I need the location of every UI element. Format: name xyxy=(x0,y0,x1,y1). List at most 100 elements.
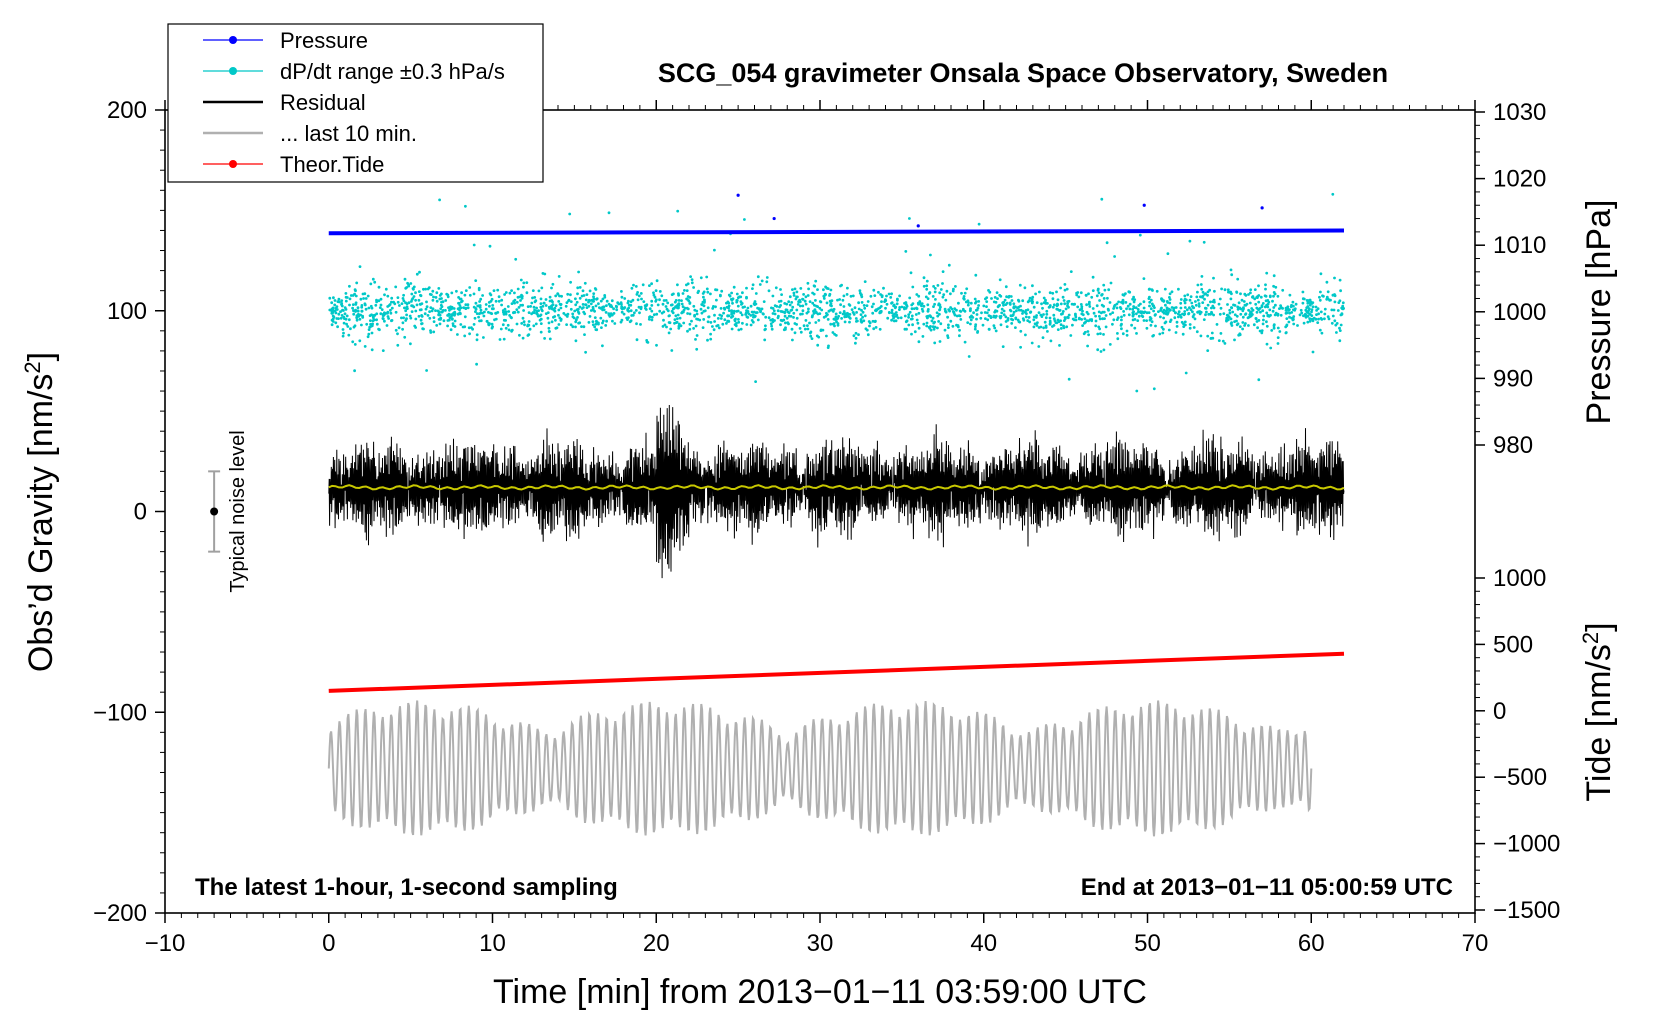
dpdt-point xyxy=(402,293,405,297)
dpdt-point xyxy=(1239,292,1242,296)
dpdt-point xyxy=(431,289,435,293)
dpdt-point xyxy=(576,292,579,296)
dpdt-point xyxy=(1052,313,1056,317)
x-tick-label: 20 xyxy=(643,930,670,957)
dpdt-point xyxy=(349,327,352,331)
dpdt-point xyxy=(943,328,947,332)
dpdt-point xyxy=(741,291,744,295)
dpdt-point xyxy=(865,304,869,307)
dpdt-point xyxy=(1206,293,1209,297)
dpdt-point xyxy=(394,310,398,314)
x-axis-title: Time [min] from 2013−01−11 03:59:00 UTC xyxy=(493,973,1147,1011)
dpdt-point xyxy=(506,323,510,327)
dpdt-point xyxy=(539,317,543,321)
dpdt-point xyxy=(863,280,867,283)
dpdt-point xyxy=(894,311,898,314)
dpdt-point xyxy=(732,285,736,289)
dpdt-point xyxy=(349,294,353,297)
dpdt-point xyxy=(860,301,864,304)
dpdt-point xyxy=(548,295,552,299)
dpdt-point xyxy=(692,286,695,289)
dpdt-point xyxy=(855,311,858,314)
dpdt-point xyxy=(585,306,589,309)
dpdt-point xyxy=(760,279,764,283)
dpdt-point xyxy=(1213,300,1216,304)
dpdt-point xyxy=(793,331,797,335)
dpdt-point xyxy=(546,316,550,320)
dpdt-point xyxy=(553,306,557,310)
dpdt-point xyxy=(392,300,395,304)
dpdt-point xyxy=(1012,302,1016,306)
dpdt-point xyxy=(690,278,694,281)
dpdt-point xyxy=(415,272,419,276)
dpdt-point xyxy=(1147,311,1151,314)
dpdt-point xyxy=(829,288,833,292)
dpdt-point xyxy=(926,303,930,307)
dpdt-point xyxy=(432,295,435,299)
dpdt-point xyxy=(577,270,580,274)
dpdt-point xyxy=(1233,338,1236,342)
dpdt-point xyxy=(1168,301,1172,305)
dpdt-point xyxy=(449,328,453,332)
dpdt-point xyxy=(482,336,485,339)
dpdt-point xyxy=(1179,306,1183,310)
dpdt-point xyxy=(390,306,394,310)
dpdt-point xyxy=(632,283,635,287)
dpdt-point xyxy=(334,321,338,325)
dpdt-point xyxy=(423,312,427,316)
dpdt-point xyxy=(1088,305,1092,308)
dpdt-point xyxy=(1300,311,1304,315)
dpdt-point xyxy=(1127,290,1131,294)
dpdt-point xyxy=(553,309,557,313)
dpdt-point xyxy=(344,295,348,299)
dpdt-point xyxy=(937,303,940,307)
dpdt-point xyxy=(612,307,615,311)
dpdt-point xyxy=(473,316,477,320)
dpdt-point xyxy=(1188,306,1191,310)
tide-tick-label: −500 xyxy=(1493,764,1547,791)
dpdt-point xyxy=(931,295,935,298)
dpdt-point xyxy=(410,304,413,308)
dpdt-point xyxy=(1323,307,1327,311)
dpdt-point xyxy=(925,279,929,283)
dpdt-point xyxy=(468,286,472,289)
dpdt-point xyxy=(662,299,666,302)
dpdt-point xyxy=(1033,322,1037,326)
dpdt-point xyxy=(694,324,698,328)
dpdt-point xyxy=(1298,313,1302,317)
dpdt-point xyxy=(1111,311,1115,314)
dpdt-point xyxy=(457,301,461,305)
dpdt-point xyxy=(424,287,427,291)
legend-label: Pressure xyxy=(280,28,368,53)
dpdt-point xyxy=(1178,313,1182,317)
dpdt-point xyxy=(806,324,809,327)
dpdt-point xyxy=(333,303,337,307)
dpdt-point xyxy=(655,279,659,283)
dpdt-point xyxy=(867,320,871,323)
dpdt-point xyxy=(472,323,476,326)
dpdt-point xyxy=(714,305,717,309)
dpdt-point xyxy=(787,300,791,304)
dpdt-point xyxy=(448,308,451,312)
dpdt-point xyxy=(382,314,386,317)
dpdt-point xyxy=(829,302,833,305)
dpdt-point xyxy=(1326,290,1330,294)
dpdt-point xyxy=(875,308,879,312)
dpdt-point xyxy=(1145,319,1148,322)
dpdt-point xyxy=(1128,302,1132,306)
dpdt-point xyxy=(1037,345,1041,348)
dpdt-point xyxy=(900,305,904,309)
dpdt-point xyxy=(574,339,578,343)
dpdt-point xyxy=(695,312,699,316)
dpdt-point xyxy=(1270,329,1274,332)
dpdt-point xyxy=(801,309,805,313)
dpdt-point xyxy=(1041,306,1044,310)
dpdt-point xyxy=(690,319,693,323)
dpdt-point xyxy=(968,315,972,319)
dpdt-point xyxy=(977,300,981,303)
dpdt-point xyxy=(1023,286,1027,290)
dpdt-point xyxy=(1039,325,1043,329)
dpdt-point xyxy=(593,287,597,290)
dpdt-point xyxy=(1252,323,1256,327)
dpdt-point xyxy=(1045,309,1049,313)
